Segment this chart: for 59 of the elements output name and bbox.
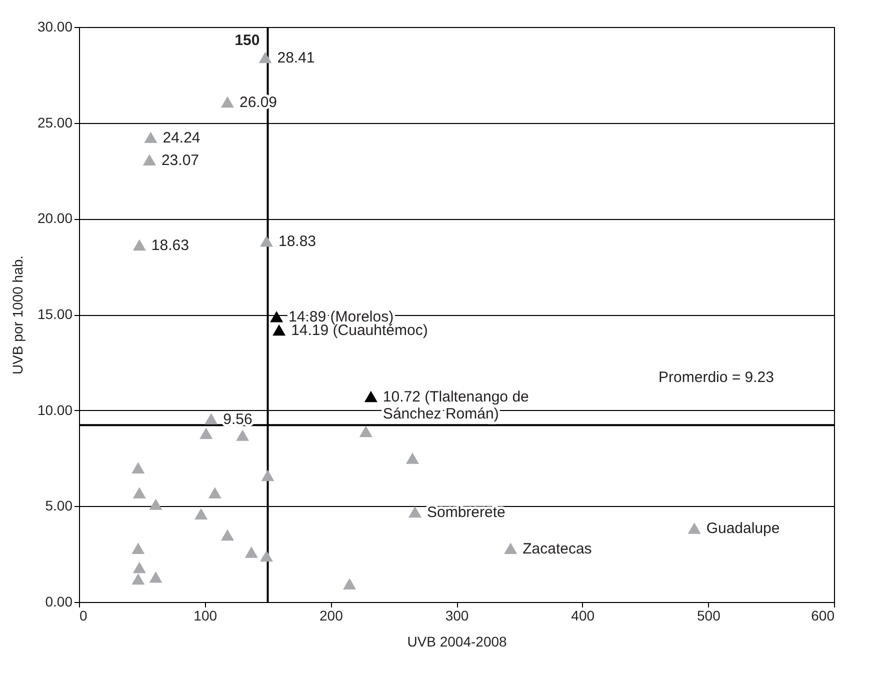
- point: [144, 132, 158, 144]
- y-tick-label: 30.00: [37, 18, 73, 34]
- data-label: 18.63: [151, 236, 189, 254]
- y-tick-label: 20.00: [37, 210, 73, 226]
- data-label: 24.24: [162, 129, 200, 146]
- point: [208, 487, 222, 498]
- point: [260, 550, 274, 562]
- point: [359, 426, 372, 438]
- point: [260, 235, 274, 247]
- point: [258, 52, 272, 64]
- x-tick-label: 100: [194, 608, 218, 624]
- point: [688, 522, 701, 534]
- point: [132, 462, 145, 474]
- x-tick-label: 300: [445, 608, 469, 624]
- point: [149, 498, 162, 510]
- x-tick-label: 400: [571, 608, 595, 624]
- point: [343, 578, 356, 590]
- point: [142, 154, 156, 166]
- point: [200, 428, 213, 439]
- point: [220, 96, 234, 108]
- data-label: 28.41: [277, 49, 315, 66]
- point: [132, 562, 146, 574]
- data-label: Sombrerete: [426, 504, 506, 521]
- point: [204, 413, 218, 424]
- y-tick-label: 15.00: [37, 306, 73, 322]
- point: [364, 390, 378, 402]
- y-axis-title: UVB por 1000 hab.: [9, 255, 26, 375]
- point: [244, 546, 258, 558]
- y-tick-label: 25.00: [37, 114, 73, 130]
- point: [220, 529, 234, 541]
- x-tick-label: 600: [811, 608, 835, 624]
- ref-line-label: Promerdio = 9.23: [658, 369, 774, 386]
- point: [408, 506, 422, 518]
- point: [236, 430, 250, 441]
- data-label: 18.83: [278, 233, 316, 250]
- y-tick-label: 10.00: [37, 402, 73, 418]
- point: [504, 542, 518, 554]
- y-tick-label: 5.00: [45, 498, 73, 514]
- point: [132, 573, 145, 585]
- point: [132, 487, 146, 498]
- point: [272, 324, 286, 336]
- point: [149, 571, 162, 583]
- point: [270, 310, 284, 322]
- data-label: Zacatecas: [522, 540, 592, 558]
- point: [194, 508, 208, 520]
- x-tick-label: 500: [696, 608, 721, 624]
- x-tick-label: 0: [80, 608, 88, 624]
- data-label: 23.07: [161, 152, 200, 169]
- data-label: Guadalupe: [706, 520, 780, 538]
- x-tick-label: 200: [319, 608, 344, 624]
- y-tick-label: 0.00: [45, 594, 73, 610]
- data-label: 10.72 (Tlaltenango de Sánchez Román): [382, 388, 529, 423]
- x-axis-title: UVB 2004-2008: [407, 634, 508, 650]
- data-label: 9.56: [223, 410, 252, 428]
- point: [406, 452, 419, 464]
- point: [261, 470, 274, 482]
- point: [132, 542, 145, 554]
- point: [132, 239, 146, 251]
- ref-line-label: 150: [234, 32, 260, 49]
